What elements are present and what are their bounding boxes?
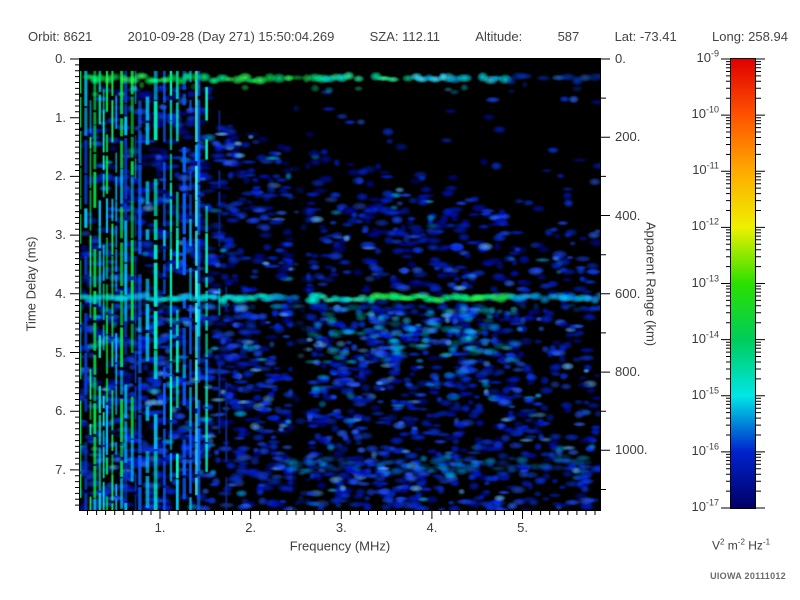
colorbar-tick-label: 10-12	[691, 217, 719, 234]
header-field-altitude-value: 587	[557, 29, 580, 44]
y-right-tick-label: 800.	[615, 364, 641, 380]
colorbar	[730, 58, 756, 509]
y-right-tick-label: 600.	[615, 285, 641, 301]
x-tick-label: 4.	[426, 520, 438, 535]
y-axis-title-left: Time Delay (ms)	[23, 236, 39, 332]
x-tick-label: 1.	[154, 520, 166, 535]
header-field-orbit: Orbit: 8621	[28, 29, 93, 44]
x-axis-title: Frequency (MHz)	[289, 538, 391, 554]
y-axis-title-right: Apparent Range (km)	[643, 221, 659, 347]
y-left-tick-label: 0.	[55, 51, 66, 66]
colorbar-tick-label: 10-13	[691, 273, 719, 290]
y-left-tick-label: 3.	[55, 227, 66, 243]
header-field-lat: Lat: -73.41	[614, 29, 677, 44]
y-right-tick-label: 400.	[615, 207, 641, 223]
colorbar-tick-label: 10-16	[691, 441, 719, 458]
y-right-tick-label: 200.	[615, 129, 641, 145]
y-left-tick-label: 6.	[55, 403, 66, 419]
y-left-tick-label: 2.	[55, 168, 66, 184]
colorbar-tick-label: 10-15	[691, 385, 719, 402]
header-field-sza: SZA: 112.11	[369, 29, 440, 44]
credit-text: UIOWA 20111012	[710, 571, 786, 581]
y-left-tick-label: 7.	[55, 461, 66, 477]
colorbar-tick-label: 10-9	[696, 48, 719, 65]
header-info: Orbit: 8621 2010-09-28 (Day 271) 15:50:0…	[28, 29, 788, 44]
x-tick-label: 3.	[335, 520, 347, 535]
x-tick-label: 2.	[245, 520, 257, 535]
header-field-altitude-label: Altitude:	[475, 29, 523, 44]
x-tick-label: 5.	[517, 520, 528, 535]
header-field-datetime: 2010-09-28 (Day 271) 15:50:04.269	[127, 29, 335, 44]
colorbar-tick-label: 10-10	[691, 104, 719, 122]
colorbar-tick-label: 10-14	[691, 329, 719, 346]
spectrogram-canvas	[80, 59, 600, 510]
colorbar-tick-label: 10-11	[692, 160, 719, 178]
y-left-tick-label: 5.	[55, 344, 66, 360]
y-right-tick-label: 0.	[615, 51, 626, 66]
y-right-tick-label: 1000.	[615, 442, 648, 458]
plot-frame	[79, 58, 601, 511]
header-field-long: Long: 258.94	[712, 29, 788, 44]
y-left-tick-label: 4.	[55, 285, 66, 301]
colorbar-units: V2 m-2 Hz-1	[711, 537, 771, 553]
y-left-tick-label: 1.	[55, 109, 66, 125]
colorbar-tick-label: 10-17	[691, 497, 719, 514]
